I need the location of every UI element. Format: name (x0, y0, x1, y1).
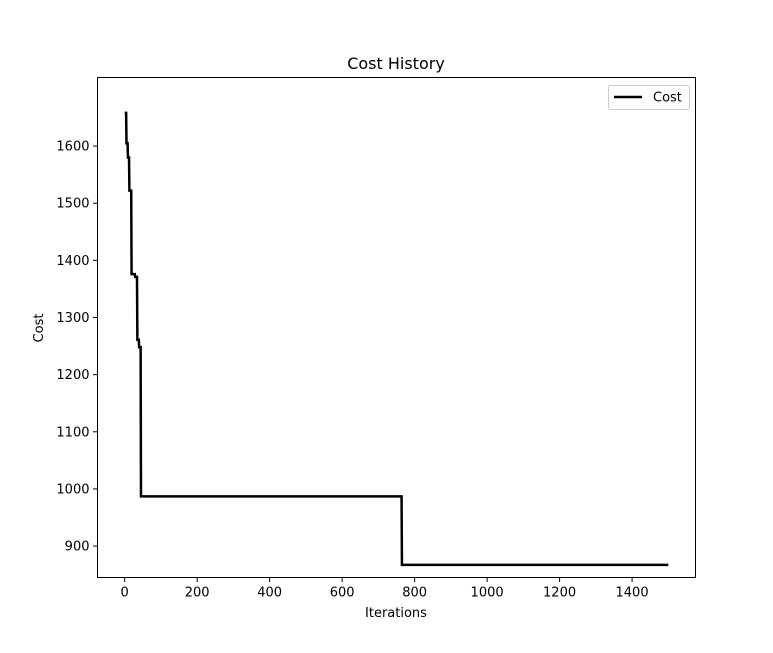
y-tick-label: 1000 (56, 482, 89, 497)
x-tick-label: 800 (402, 586, 427, 601)
y-tick-label: 1200 (56, 368, 89, 383)
x-tick-label: 1200 (543, 586, 576, 601)
x-axis-label: Iterations (365, 606, 427, 621)
x-tick-label: 1000 (471, 586, 504, 601)
x-tick-label: 200 (185, 586, 210, 601)
series-layer (124, 111, 669, 567)
x-tick-label: 0 (121, 586, 129, 601)
legend-box (608, 85, 690, 110)
legend: Cost (608, 85, 690, 110)
y-tick-label: 1600 (56, 140, 89, 155)
chart-title: Cost History (347, 54, 445, 73)
series-line-cost (124, 111, 669, 567)
y-tick-label: 1300 (56, 311, 89, 326)
y-tick-label: 1400 (56, 254, 89, 269)
x-axis-ticks: 0 200 400 600 800 1000 1200 1400 (121, 577, 649, 601)
legend-label-cost: Cost (653, 91, 682, 106)
y-tick-label: 1500 (56, 197, 89, 212)
x-tick-label: 400 (257, 586, 282, 601)
y-tick-label: 1100 (56, 425, 89, 440)
y-tick-label: 900 (65, 540, 90, 555)
x-tick-label: 1400 (616, 586, 649, 601)
x-tick-label: 600 (330, 586, 355, 601)
y-axis-label: Cost (32, 314, 47, 343)
plot-frame (97, 77, 696, 578)
y-axis-ticks: 900 1000 1100 1200 1300 1400 1500 1600 (56, 140, 98, 555)
